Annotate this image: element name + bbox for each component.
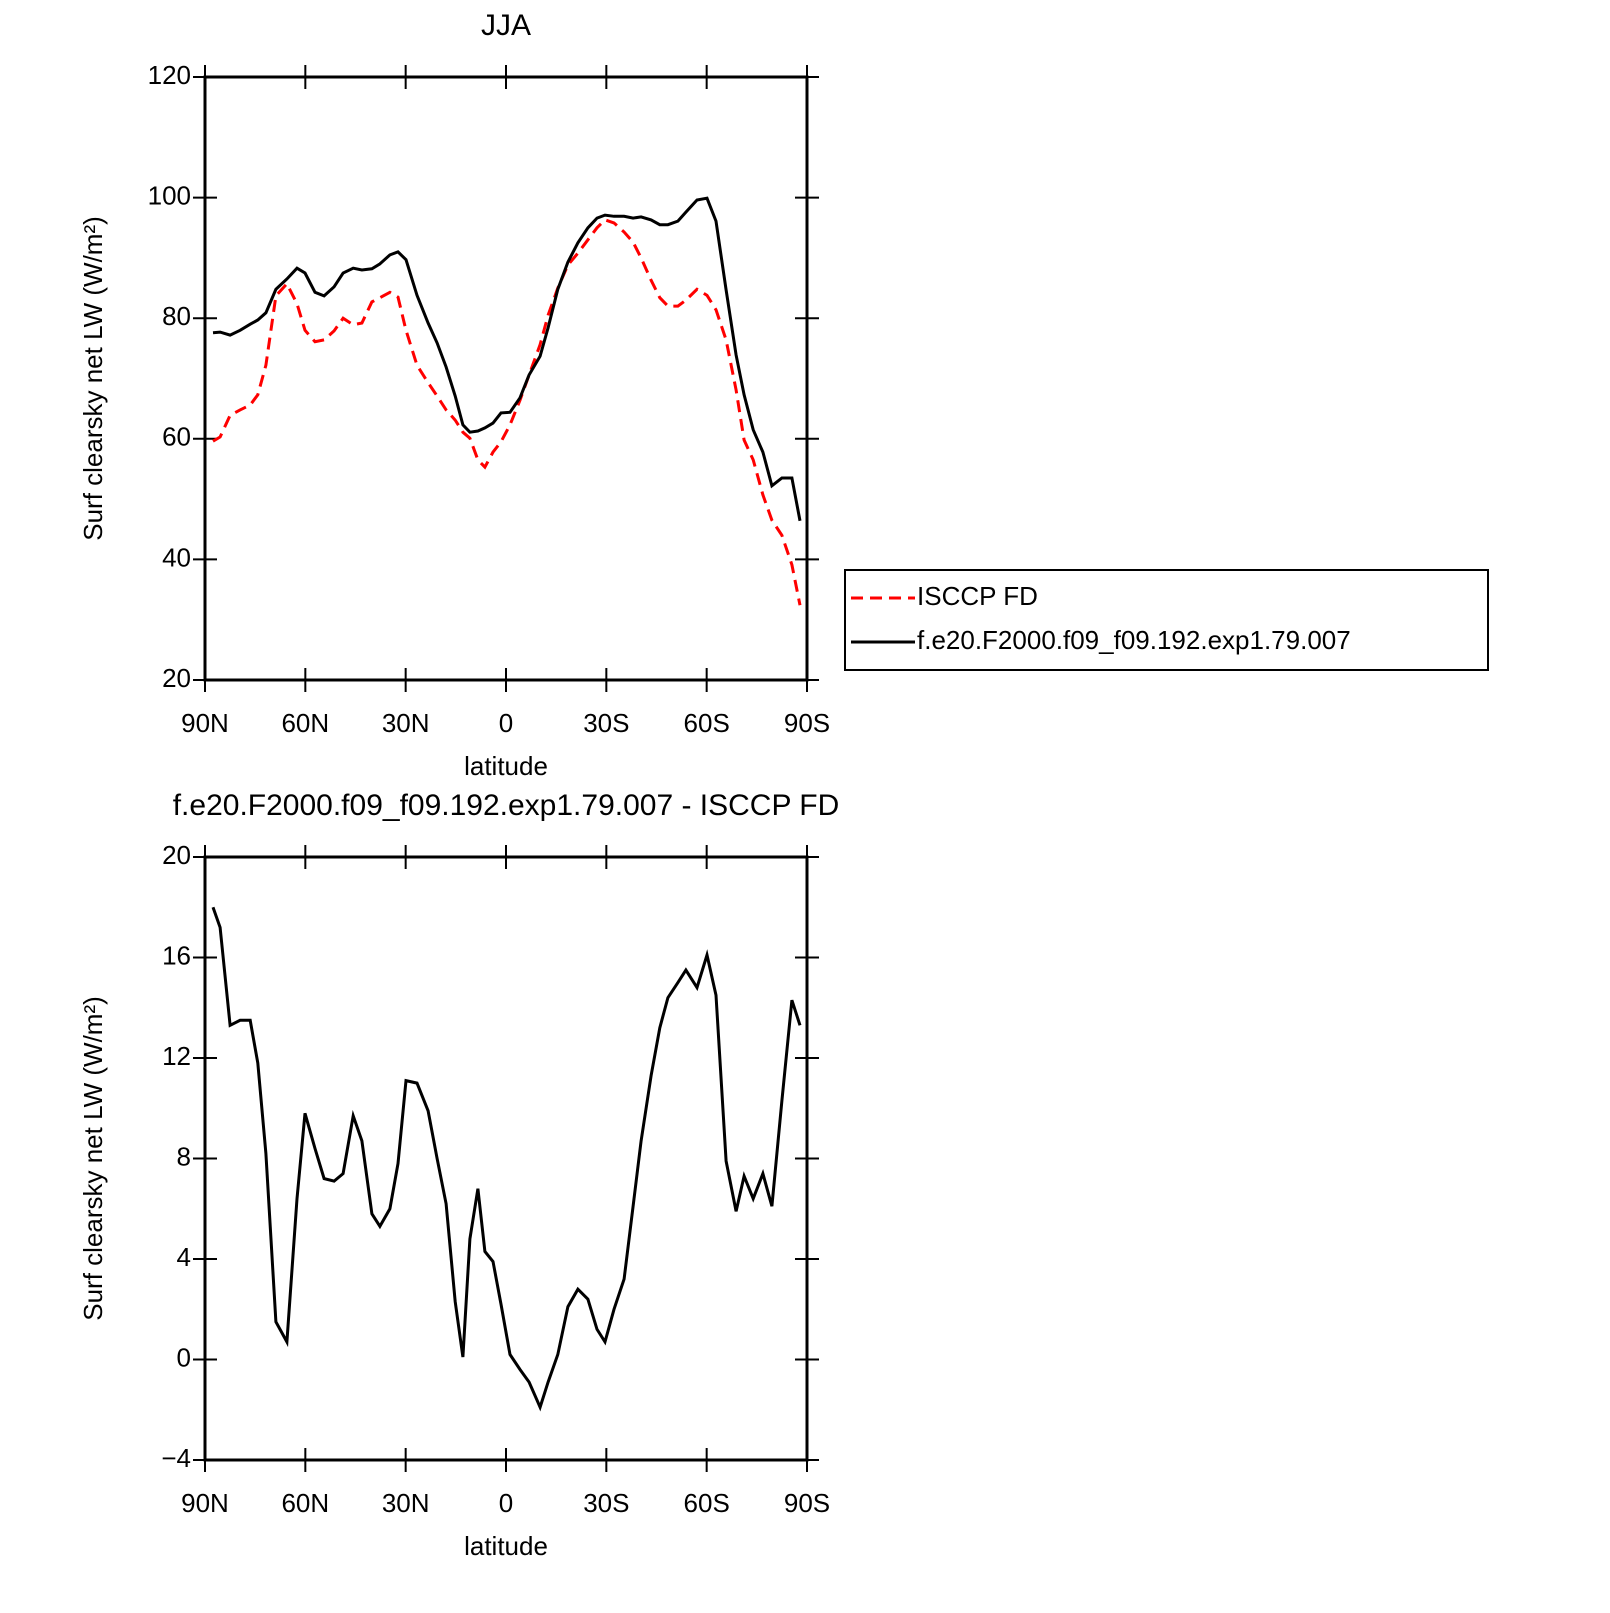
y-tick-label: 0 <box>177 1342 191 1372</box>
y-tick-label: 8 <box>177 1141 191 1171</box>
y-tick-label: 16 <box>162 940 191 970</box>
x-tick-label: 90N <box>181 1488 229 1518</box>
y-tick-label: 20 <box>162 840 191 870</box>
y-tick-label: 4 <box>177 1242 191 1272</box>
x-tick-label: 90N <box>181 708 229 738</box>
x-tick-label: 30S <box>583 708 629 738</box>
x-tick-label: 60N <box>281 708 329 738</box>
y-tick-label: 40 <box>162 542 191 572</box>
chart-title: f.e20.F2000.f09_f09.192.exp1.79.007 - IS… <box>173 789 840 822</box>
series-line <box>211 906 802 1412</box>
y-tick-label: 20 <box>162 663 191 693</box>
y-tick-label: 120 <box>148 60 191 90</box>
x-tick-label: 0 <box>499 708 513 738</box>
x-tick-label: 30N <box>382 708 430 738</box>
series-line <box>212 196 802 522</box>
y-tick-label: 60 <box>162 422 191 452</box>
legend-box <box>844 569 1489 671</box>
x-tick-label: 60S <box>684 708 730 738</box>
plot-frame <box>203 855 809 1462</box>
legend-label: f.e20.F2000.f09_f09.192.exp1.79.007 <box>917 625 1351 655</box>
x-tick-label: 90S <box>784 1488 830 1518</box>
x-tick-label: 90S <box>784 708 830 738</box>
x-tick-label: 30N <box>382 1488 430 1518</box>
x-tick-label: 0 <box>499 1488 513 1518</box>
x-tick-label: 60S <box>684 1488 730 1518</box>
chart-title: JJA <box>481 9 531 42</box>
x-tick-label: 60N <box>281 1488 329 1518</box>
x-axis-label: latitude <box>464 751 548 781</box>
y-axis-label: Surf clearsky net LW (W/m²) <box>78 996 108 1321</box>
y-tick-label: 100 <box>148 180 191 210</box>
y-axis-label: Surf clearsky net LW (W/m²) <box>78 216 108 541</box>
plot-frame <box>203 75 809 682</box>
legend-label: ISCCP FD <box>917 581 1038 611</box>
y-tick-label: 12 <box>162 1041 191 1071</box>
y-tick-label: 80 <box>162 301 191 331</box>
y-tick-label: −4 <box>161 1443 191 1473</box>
x-tick-label: 30S <box>583 1488 629 1518</box>
x-axis-label: latitude <box>464 1531 548 1561</box>
